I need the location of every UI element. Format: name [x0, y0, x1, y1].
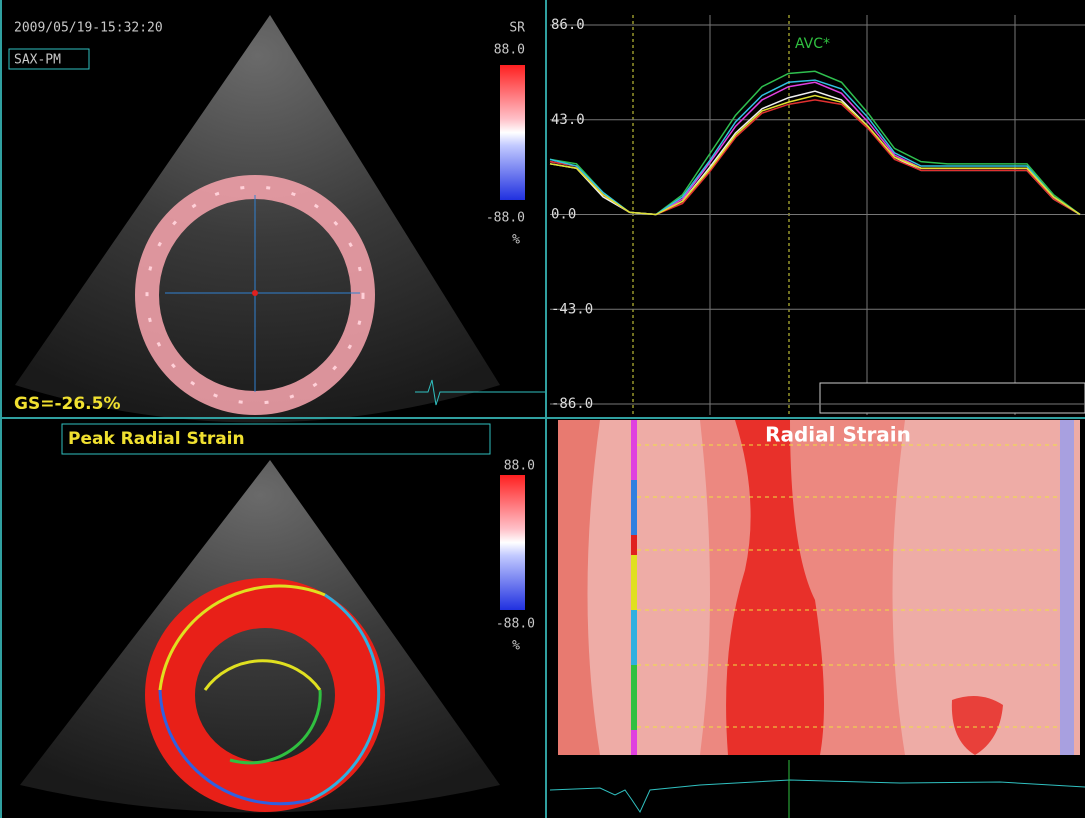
- color-bar: [500, 475, 525, 610]
- segment-strip: [631, 535, 637, 555]
- panel-title: Peak Radial Strain: [68, 429, 245, 449]
- scale-unit: %: [512, 233, 520, 248]
- page: 2009/05/19-15:32:20 SAX-PM SR 88.0 -88.0…: [0, 0, 1085, 818]
- center-point: [252, 290, 258, 296]
- segment-strip: [631, 420, 637, 480]
- y-tick-label: 43.0: [551, 112, 585, 128]
- info-box: [820, 383, 1085, 413]
- strain-band: [1060, 420, 1074, 755]
- map-title: Radial Strain: [765, 423, 911, 447]
- y-tick-label: 0.0: [551, 207, 576, 223]
- scale-unit: %: [512, 639, 520, 654]
- scale-min: -88.0: [486, 211, 525, 226]
- y-tick-label: -43.0: [551, 301, 593, 317]
- y-tick-label: 86.0: [551, 17, 585, 33]
- segment-strip: [631, 665, 637, 730]
- view-label: SAX-PM: [14, 53, 61, 68]
- color-bar: [500, 65, 525, 200]
- segment-strip: [631, 480, 637, 535]
- mode-label: SR: [509, 21, 525, 36]
- segment-strip: [631, 610, 637, 665]
- global-strain: GS=-26.5%: [14, 394, 120, 414]
- scale-min: -88.0: [496, 617, 535, 632]
- y-tick-label: -86.0: [551, 396, 593, 412]
- scale-max: 88.0: [504, 459, 535, 474]
- scale-max: 88.0: [494, 43, 525, 58]
- avc-label: AVC*: [795, 36, 830, 52]
- segment-strip: [631, 555, 637, 610]
- screen: 2009/05/19-15:32:20 SAX-PM SR 88.0 -88.0…: [0, 0, 1085, 818]
- segment-strip: [631, 730, 637, 755]
- timestamp: 2009/05/19-15:32:20: [14, 21, 163, 36]
